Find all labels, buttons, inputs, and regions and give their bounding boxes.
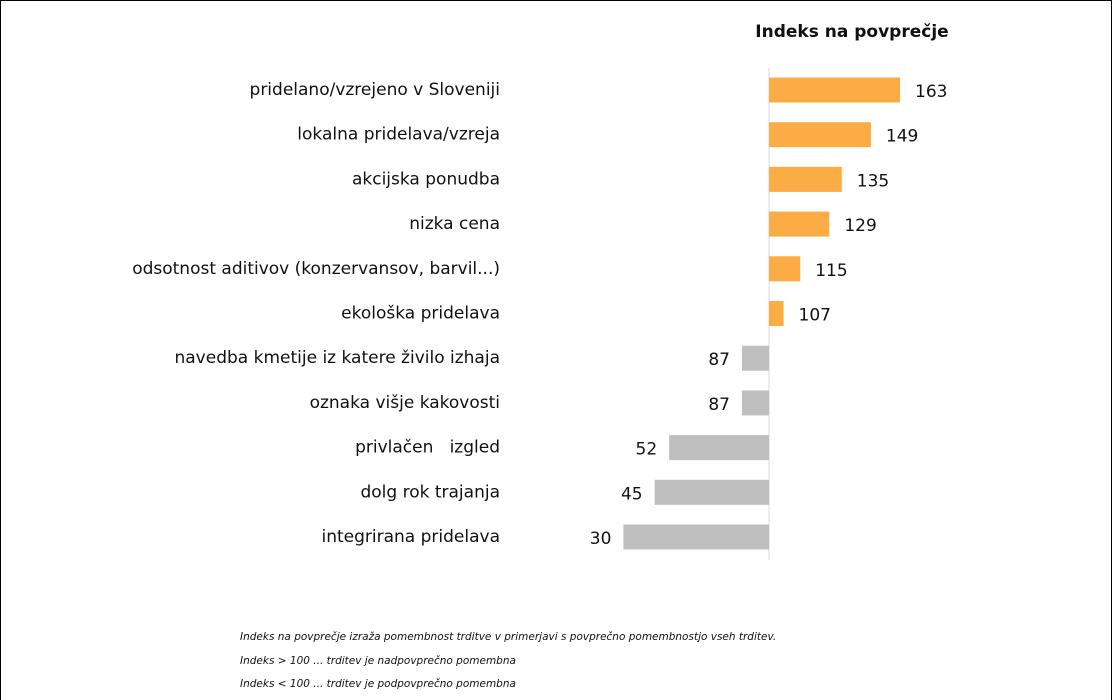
bar (623, 524, 769, 550)
bar (741, 390, 769, 416)
bar (769, 166, 842, 192)
value-label: 149 (886, 127, 918, 147)
bar (769, 301, 784, 326)
category-label: oznaka višje kakovosti (310, 393, 500, 413)
bar (769, 122, 871, 148)
category-label: pridelano/vzrejeno v Sloveniji (250, 80, 500, 100)
category-label: akcijska ponudba (352, 169, 500, 189)
category-label: integrirana pridelava (322, 527, 501, 547)
value-label: 129 (844, 216, 876, 236)
value-label: 135 (857, 171, 889, 191)
value-label: 52 (636, 440, 658, 460)
value-label: 115 (815, 261, 847, 281)
category-label: lokalna pridelava/vzreja (297, 125, 500, 145)
bar (769, 211, 830, 237)
chart-title: Indeks na povprečje (755, 22, 948, 42)
category-label: ekološka pridelava (341, 304, 500, 324)
bar (741, 345, 769, 371)
note: Indeks > 100 ... trditev je nadpovprečno… (240, 655, 516, 667)
category-label: odsotnost aditivov (konzervansov, barvil… (132, 259, 500, 279)
value-label: 107 (799, 306, 831, 326)
bar (654, 479, 769, 505)
note: Indeks na povprečje izraža pomembnost tr… (240, 631, 776, 643)
value-label: 45 (621, 484, 643, 504)
value-label: 163 (915, 82, 947, 102)
note: Indeks < 100 ... trditev je podpovprečno… (240, 678, 516, 690)
category-label: privlačen izgled (355, 438, 500, 458)
bar (769, 77, 901, 103)
bar (769, 256, 801, 282)
category-label: nizka cena (409, 214, 500, 234)
value-label: 87 (708, 350, 730, 370)
bar (669, 435, 769, 461)
value-label: 30 (590, 529, 612, 549)
category-label: navedba kmetije iz katere živilo izhaja (174, 348, 500, 368)
value-label: 87 (708, 395, 730, 415)
category-label: dolg rok trajanja (360, 482, 500, 502)
